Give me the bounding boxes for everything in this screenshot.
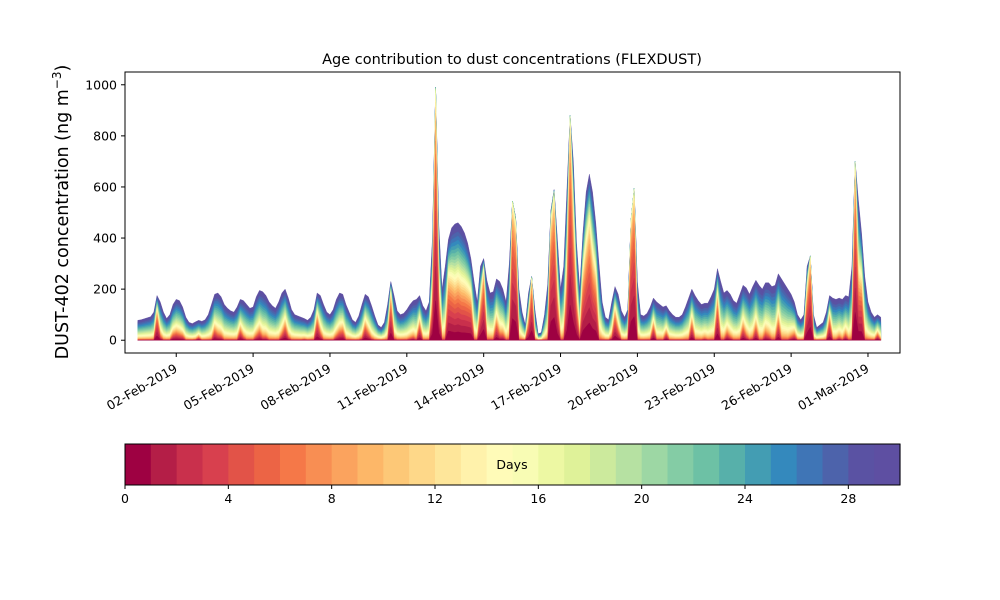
colorbar-label: Days [496,457,527,472]
colorbar-bin [460,444,488,485]
colorbar-frame [124,443,901,486]
colorbar-tick-label: 20 [634,491,650,506]
colorbar-bin [667,444,694,485]
x-tick-label: 05-Feb-2019 [181,361,257,413]
colorbar-bin [228,444,255,485]
colorbar-bin [150,444,178,485]
x-tick-label: 02-Feb-2019 [104,361,180,413]
colorbar-bin [254,444,281,485]
colorbar [125,444,901,485]
colorbar-bin [486,444,514,485]
y-axis: 0 200 400 600 800 1000 [85,77,125,348]
colorbar-bin [822,444,849,485]
x-tick-label: 17-Feb-2019 [488,361,564,413]
x-tick-label: 01-Mar-2019 [795,361,871,414]
x-tick-label: 20-Feb-2019 [565,361,641,413]
y-tick-label: 600 [93,179,117,194]
age-layer-day-2 [137,266,881,341]
colorbar-tick-label: 0 [121,491,129,506]
colorbar-bin [719,444,746,485]
colorbar-bin [331,444,359,485]
colorbar-bin [564,444,591,485]
x-tick-label: 11-Feb-2019 [335,361,411,413]
y-tick-label: 800 [93,128,117,143]
y-axis-label-close: ) [53,65,73,72]
x-tick-label: 14-Feb-2019 [411,361,487,413]
colorbar-bin [848,444,875,485]
y-tick-label: 400 [93,231,117,246]
colorbar-bin [796,444,824,485]
colorbar-bin [280,444,307,485]
colorbar-bin [745,444,772,485]
y-axis-label-text: DUST-402 concentration (ng m [53,89,73,359]
chart-title: Age contribution to dust concentrations … [322,52,702,68]
x-tick-label: 23-Feb-2019 [642,361,718,413]
colorbar-tick-label: 4 [224,491,232,506]
colorbar-bin [693,444,720,485]
colorbar-tick-label: 28 [840,491,856,506]
colorbar-bin [357,444,384,485]
x-tick-label: 26-Feb-2019 [719,361,795,413]
colorbar-axis: 0 4 8 12 16 20 24 28 [121,485,856,506]
y-axis-label-exponent: −3 [50,71,64,89]
colorbar-bin [641,444,669,485]
colorbar-bin [874,444,901,485]
colorbar-bin [770,444,798,485]
colorbar-bin [176,444,204,485]
colorbar-bin [125,444,152,485]
y-tick-label: 1000 [85,77,117,92]
colorbar-bin [538,444,565,485]
colorbar-bin [435,444,462,485]
x-tick-label: 08-Feb-2019 [258,361,334,413]
colorbar-bin [615,444,643,485]
colorbar-bin [590,444,617,485]
colorbar-tick-label: 16 [530,491,546,506]
y-tick-label: 0 [109,333,117,348]
age-layer-day-1 [137,300,881,341]
colorbar-bin [512,444,539,485]
colorbar-bin [305,444,333,485]
colorbar-tick-label: 12 [427,491,443,506]
x-axis: 02-Feb-2019 05-Feb-2019 08-Feb-2019 11-Feb-… [104,353,872,413]
y-axis-label: DUST-402 concentration (ng m−3) [50,65,73,360]
colorbar-bin [202,444,229,485]
colorbar-tick-label: 24 [737,491,753,506]
y-tick-label: 200 [93,282,117,297]
age-layers [137,87,881,341]
colorbar-tick-label: 8 [328,491,336,506]
plot-frame [124,71,901,354]
colorbar-bin [383,444,410,485]
colorbar-bin [409,444,436,485]
